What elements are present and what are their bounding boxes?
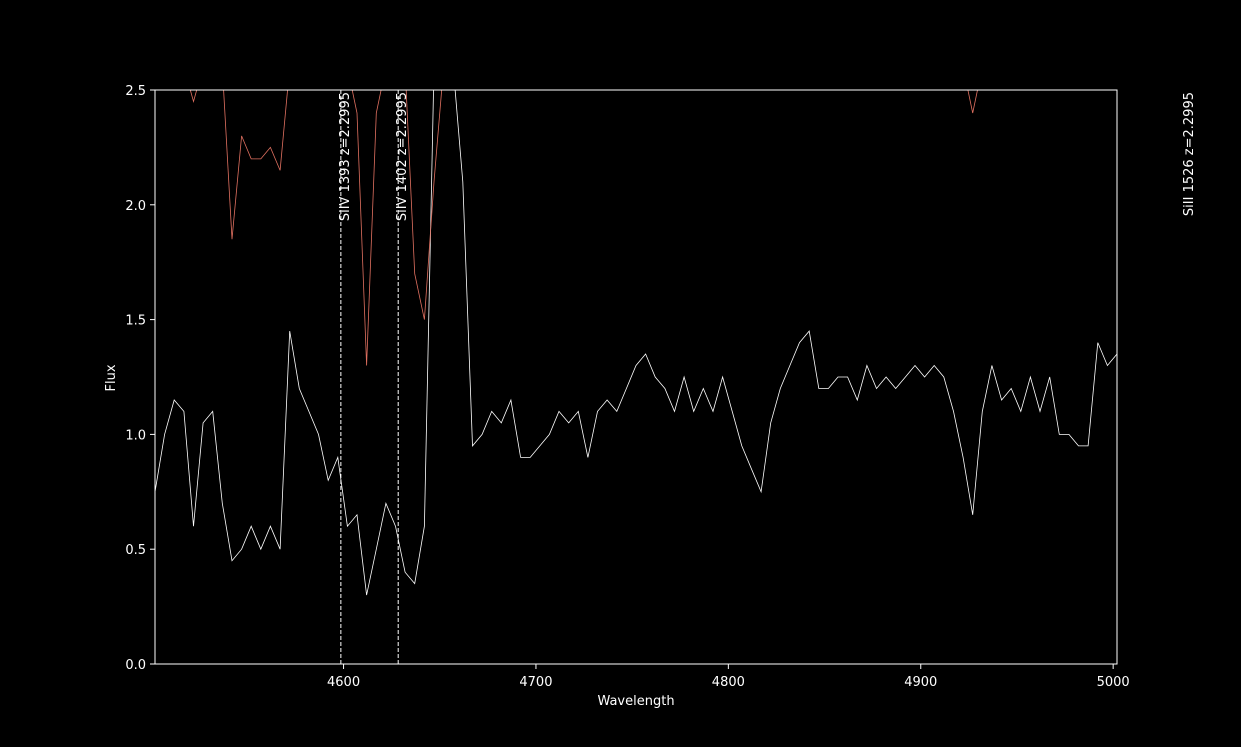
y-tick-label: 0.5 (125, 543, 146, 558)
x-tick-label: 4700 (519, 675, 552, 690)
y-tick-label: 1.5 (125, 314, 146, 329)
annotation-label: SiII 1526 z=2.2995 (1182, 92, 1197, 216)
y-tick-label: 1.0 (125, 428, 146, 443)
x-tick-label: 4800 (712, 675, 745, 690)
x-tick-label: 4600 (327, 675, 360, 690)
plot-frame (154, 89, 1118, 665)
y-axis-label: Flux (104, 364, 119, 391)
annotation-label: SiIV 1393 z=2.2995 (338, 92, 353, 221)
x-tick-label: 5000 (1097, 675, 1130, 690)
x-axis-label: Wavelength (597, 694, 674, 709)
y-tick-label: 2.5 (125, 84, 146, 99)
y-tick-label: 2.0 (125, 199, 146, 214)
y-tick-label: 0.0 (125, 658, 146, 673)
x-tick-label: 4900 (904, 675, 937, 690)
annotation-label: SiIV 1402 z=2.2995 (395, 92, 410, 221)
spectrum-line (189, 90, 978, 366)
spectrum-line (155, 90, 1117, 596)
